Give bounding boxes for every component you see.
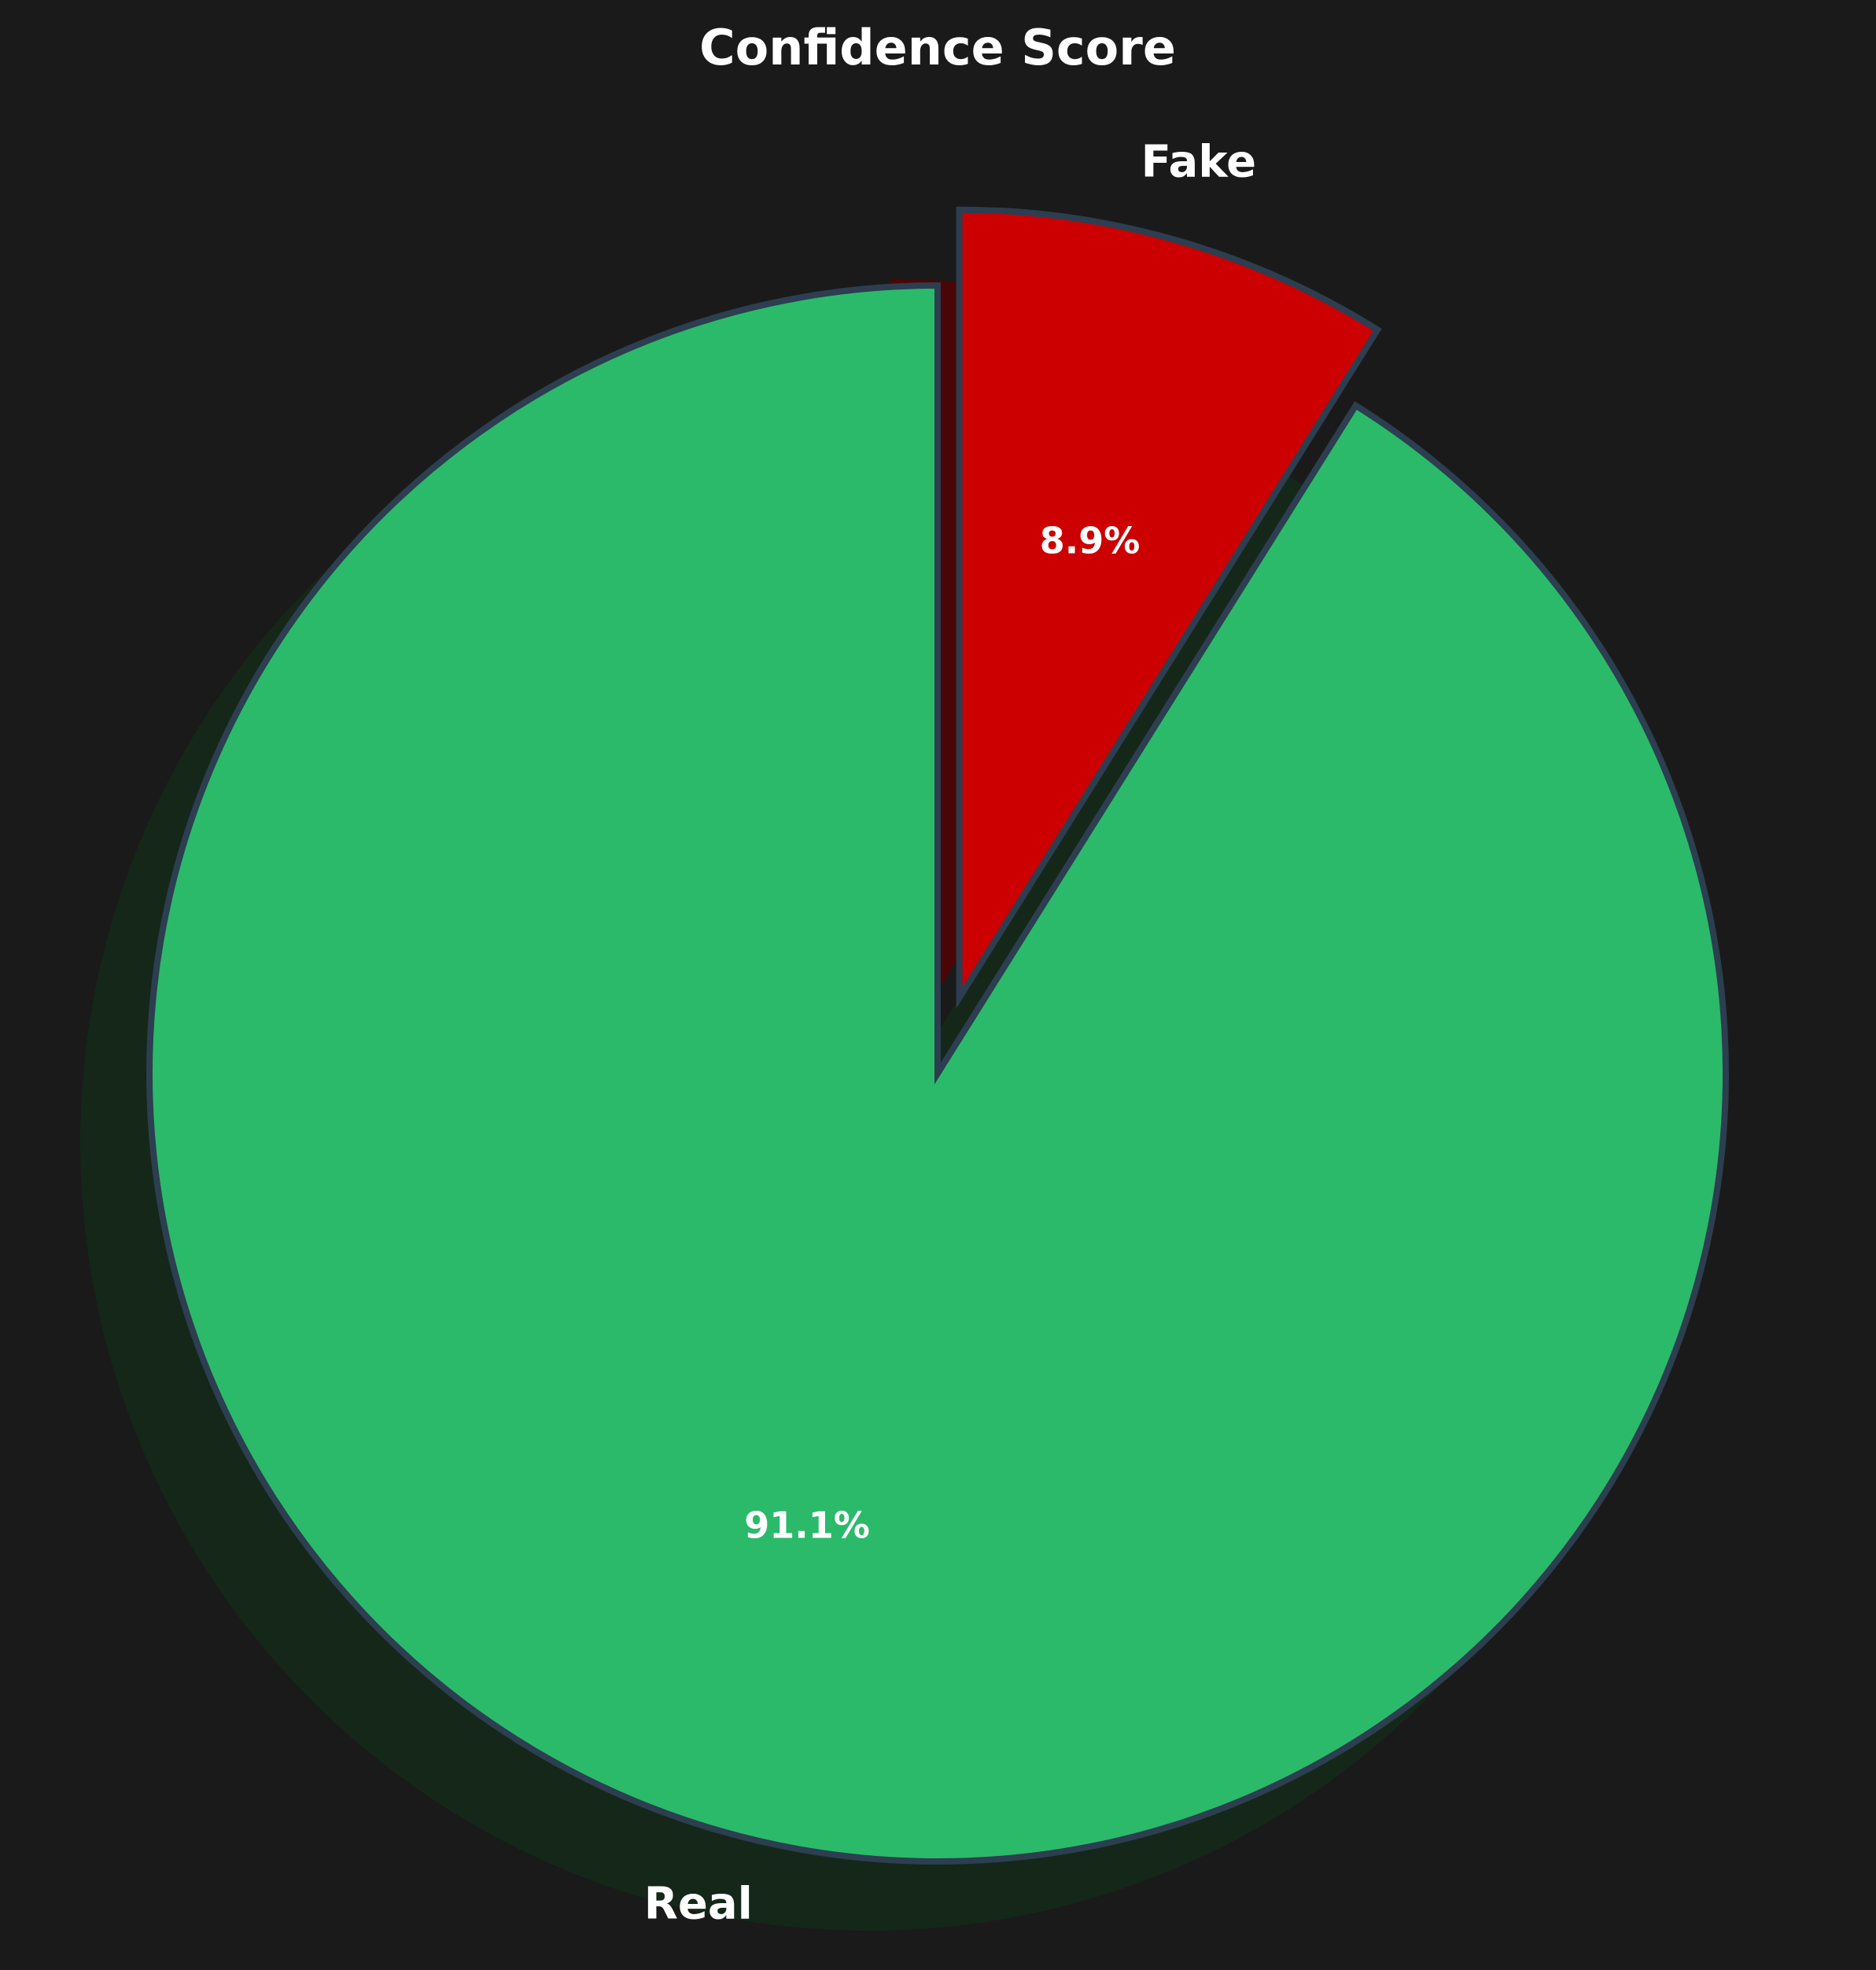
pie-labels: Fake 8.9% Real 91.1% <box>644 136 1256 1929</box>
slice-fake <box>956 206 1382 1009</box>
slice-real <box>146 282 1729 1865</box>
chart-title: Confidence Score <box>699 19 1176 76</box>
pct-label-real: 91.1% <box>744 1504 870 1546</box>
slice-label-fake: Fake <box>1141 136 1256 187</box>
slice-label-real: Real <box>644 1879 753 1930</box>
pct-label-fake: 8.9% <box>1040 519 1141 562</box>
pie-slices <box>146 206 1729 1865</box>
